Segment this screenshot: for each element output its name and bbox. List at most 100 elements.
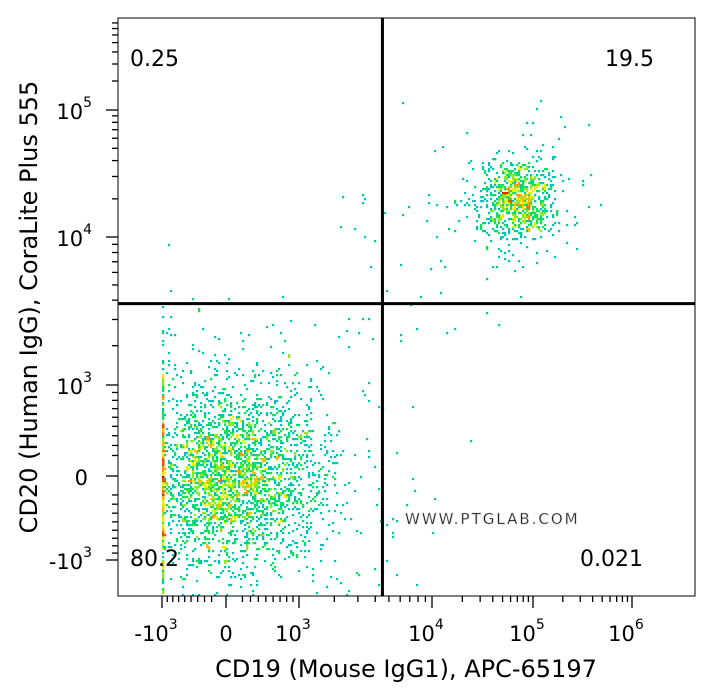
event-point (206, 442, 209, 445)
event-point (230, 418, 233, 421)
event-point (230, 454, 233, 457)
event-point (232, 464, 235, 467)
event-point (498, 256, 501, 259)
event-point (256, 398, 259, 401)
event-point (542, 218, 545, 221)
event-point (444, 266, 447, 269)
event-point (230, 436, 233, 439)
event-point (210, 462, 213, 465)
event-point (498, 222, 501, 225)
event-point (310, 380, 313, 383)
event-point (282, 412, 285, 415)
event-point (284, 464, 287, 467)
event-point (528, 220, 531, 223)
event-point (506, 224, 509, 227)
event-point (162, 380, 165, 383)
event-point (180, 494, 183, 497)
event-point (276, 400, 279, 403)
event-point (230, 506, 233, 509)
event-point (282, 296, 285, 299)
event-point (214, 354, 217, 357)
event-point (534, 214, 537, 217)
event-point (498, 216, 501, 219)
event-point (216, 448, 219, 451)
event-point (538, 226, 541, 229)
event-point (244, 574, 247, 577)
x-axis-title: CD19 (Mouse IgG1), APC-65197 (215, 655, 597, 683)
event-point (302, 540, 305, 543)
event-point (534, 194, 537, 197)
event-point (346, 330, 349, 333)
event-point (260, 458, 263, 461)
event-point (200, 472, 203, 475)
event-point (482, 162, 485, 165)
event-point (240, 466, 243, 469)
event-point (202, 392, 205, 395)
event-point (170, 476, 173, 479)
event-point (326, 498, 329, 501)
event-point (276, 428, 279, 431)
event-point (498, 184, 501, 187)
event-point (518, 260, 521, 263)
event-point (184, 418, 187, 421)
event-point (242, 468, 245, 471)
event-point (274, 430, 277, 433)
event-point (196, 474, 199, 477)
event-point (516, 210, 519, 213)
event-point (258, 454, 261, 457)
event-point (500, 210, 503, 213)
event-point (526, 122, 529, 125)
event-point (226, 468, 229, 471)
event-point (234, 482, 237, 485)
event-point (540, 100, 543, 103)
event-point (174, 386, 177, 389)
event-point (256, 478, 259, 481)
event-point (504, 192, 507, 195)
event-point (246, 436, 249, 439)
event-point (274, 420, 277, 423)
event-point (270, 488, 273, 491)
event-point (298, 508, 301, 511)
event-point (280, 440, 283, 443)
event-point (302, 430, 305, 433)
event-point (210, 572, 213, 575)
event-point (286, 496, 289, 499)
event-point (490, 180, 493, 183)
event-point (512, 176, 515, 179)
event-point (220, 434, 223, 437)
event-point (178, 494, 181, 497)
event-point (186, 440, 189, 443)
event-point (220, 444, 223, 447)
event-point (240, 586, 243, 589)
event-point (530, 200, 533, 203)
event-point (266, 412, 269, 415)
event-point (306, 460, 309, 463)
event-point (166, 504, 169, 507)
event-point (274, 434, 277, 437)
event-point (286, 428, 289, 431)
event-point (306, 420, 309, 423)
event-point (218, 486, 221, 489)
event-point (292, 508, 295, 511)
event-point (182, 500, 185, 503)
event-point (266, 434, 269, 437)
event-point (270, 346, 273, 349)
event-point (206, 398, 209, 401)
event-point (268, 396, 271, 399)
event-point (198, 444, 201, 447)
event-point (230, 508, 233, 511)
event-point (302, 440, 305, 443)
event-point (252, 442, 255, 445)
event-point (506, 238, 509, 241)
event-point (204, 412, 207, 415)
event-point (208, 482, 211, 485)
event-point (530, 202, 533, 205)
event-point (264, 518, 267, 521)
event-point (270, 538, 273, 541)
event-point (500, 166, 503, 169)
event-point (232, 542, 235, 545)
event-point (322, 486, 325, 489)
event-point (200, 484, 203, 487)
event-point (254, 486, 257, 489)
event-point (276, 370, 279, 373)
